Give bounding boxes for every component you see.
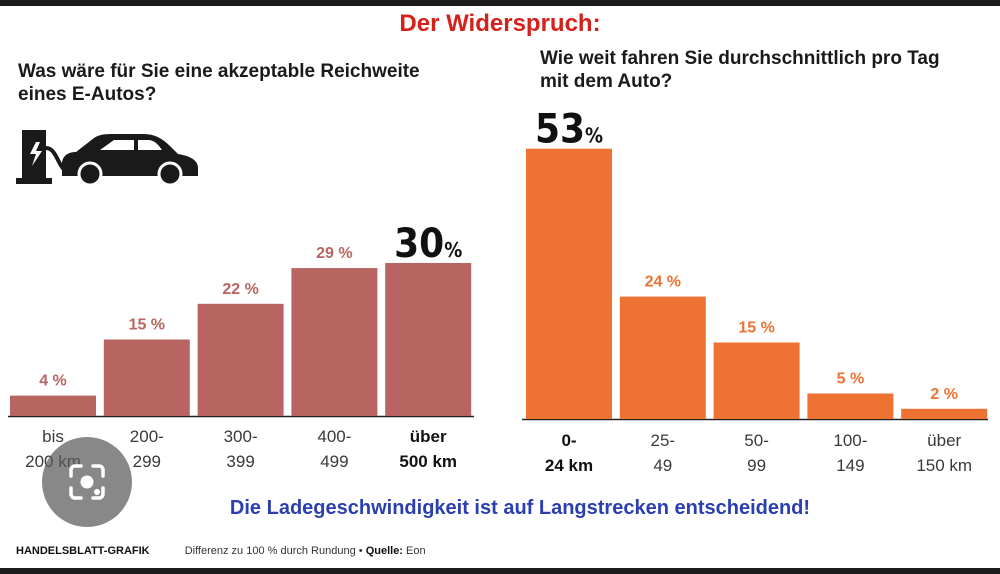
right-tick-label-3: 100-149: [833, 431, 867, 475]
image-search-button[interactable]: [42, 437, 132, 527]
right-chart-bars: 53% 0-24 km 24 % 25-49 15 % 50-99 5 % 100-149 2 …: [526, 107, 988, 475]
right-value-label-2: 15 %: [738, 320, 774, 337]
right-bar-1: [619, 296, 706, 419]
left-bar-3: [291, 268, 378, 416]
left-chart-question: Was wäre für Sie eine akzeptable Reichwe…: [18, 61, 420, 105]
right-value-label-3: 5 %: [837, 371, 865, 388]
right-value-label-4: 2 %: [930, 386, 958, 403]
left-value-label-4: 30%: [394, 221, 462, 267]
right-bar-2: [713, 342, 800, 419]
right-bar-4: [901, 408, 988, 419]
source-name: Eon: [406, 545, 426, 557]
footer-statement: Die Ladegeschwindigkeit ist auf Langstre…: [229, 497, 811, 519]
right-chart-question: Wie weit fahren Sie durchschnittlich pro…: [540, 48, 940, 92]
right-value-label-0: 53%: [535, 107, 603, 153]
right-tick-label-4: über 150 km: [916, 431, 972, 475]
left-tick-label-1: 200-299: [130, 427, 164, 471]
ev-charger-icon: [16, 130, 71, 184]
left-value-label-1: 15 %: [129, 317, 165, 334]
right-bar-0: [526, 148, 612, 419]
top-border: [0, 0, 1000, 6]
left-value-label-2: 22 %: [222, 281, 258, 298]
right-value-label-1: 24 %: [645, 274, 681, 291]
left-bar-2: [197, 303, 284, 416]
source-footer: HANDELSBLATT-GRAFIK Differenz zu 100 % d…: [16, 545, 426, 557]
left-tick-label-4: über 500 km: [399, 427, 457, 471]
right-bar-3: [807, 393, 894, 419]
right-tick-label-0: 0-24 km: [545, 431, 593, 475]
car-icon: [62, 134, 198, 187]
rounding-note: Differenz zu 100 % durch Rundung: [184, 545, 356, 557]
left-value-label-0: 4 %: [39, 373, 67, 390]
left-tick-label-2: 300-399: [224, 427, 258, 471]
left-bar-0: [10, 395, 96, 416]
headline: Der Widerspruch:: [399, 10, 601, 37]
left-value-label-3: 29 %: [316, 245, 352, 262]
right-tick-label-2: 50-99: [744, 431, 769, 475]
right-tick-label-1: 25-49: [651, 431, 676, 475]
left-tick-label-3: 400-499: [317, 427, 351, 471]
bottom-border: [0, 568, 1000, 574]
left-bar-1: [103, 339, 190, 416]
image-search-icon: [69, 464, 105, 500]
left-bar-4: [385, 263, 472, 416]
source-label: Quelle:: [365, 545, 403, 557]
brand-label: HANDELSBLATT-GRAFIK: [16, 545, 150, 557]
